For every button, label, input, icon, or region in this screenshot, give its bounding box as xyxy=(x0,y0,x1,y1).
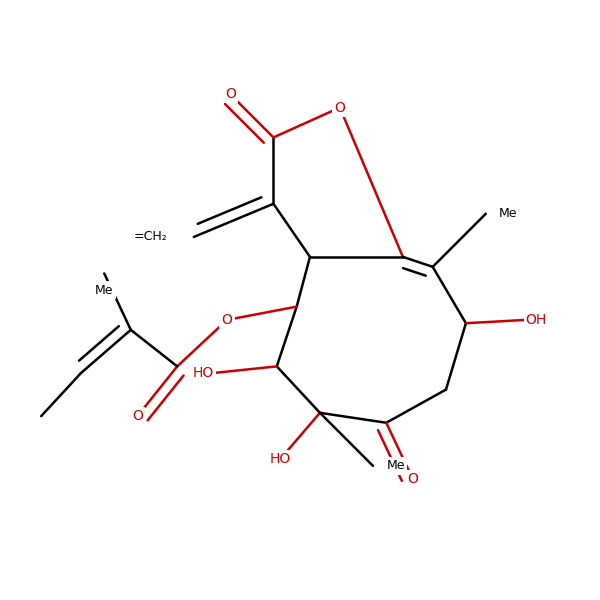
Text: O: O xyxy=(334,101,345,115)
Text: O: O xyxy=(407,472,418,486)
Text: O: O xyxy=(225,87,236,101)
Text: HO: HO xyxy=(269,452,291,466)
Text: Me: Me xyxy=(95,284,113,296)
Text: Me: Me xyxy=(386,460,405,472)
Text: =CH₂: =CH₂ xyxy=(134,230,167,244)
Text: O: O xyxy=(132,409,143,423)
Text: OH: OH xyxy=(526,313,547,327)
Text: HO: HO xyxy=(193,366,214,380)
Text: O: O xyxy=(221,313,232,327)
Text: Me: Me xyxy=(499,207,518,220)
